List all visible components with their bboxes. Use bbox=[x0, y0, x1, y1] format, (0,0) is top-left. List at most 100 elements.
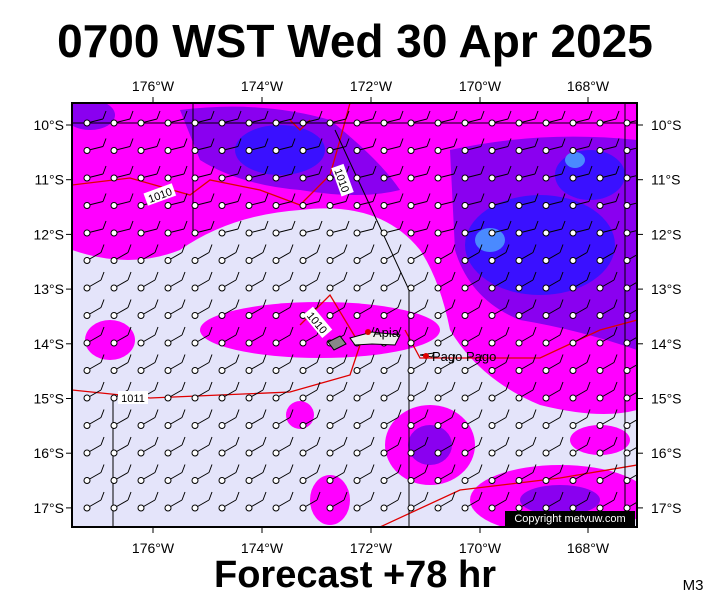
station bbox=[488, 174, 496, 182]
barb-feather bbox=[127, 436, 132, 446]
barb-feather bbox=[235, 381, 240, 391]
barb-feather bbox=[559, 299, 564, 308]
barb-feather bbox=[237, 220, 242, 230]
station bbox=[569, 257, 577, 264]
barb-feather bbox=[235, 409, 240, 418]
station bbox=[407, 119, 415, 127]
barb-feather bbox=[559, 409, 564, 418]
latitude-label: 11°S bbox=[651, 172, 680, 188]
barb-feather bbox=[480, 138, 485, 147]
station bbox=[191, 119, 199, 127]
station bbox=[569, 202, 577, 209]
barb-feather bbox=[100, 354, 105, 363]
station bbox=[164, 449, 172, 457]
barb-feather bbox=[399, 220, 404, 230]
station bbox=[380, 257, 388, 264]
station bbox=[623, 367, 631, 374]
barb-feather bbox=[505, 299, 510, 308]
barb-feather bbox=[615, 138, 620, 147]
barb-feather bbox=[426, 165, 431, 175]
station bbox=[110, 312, 118, 319]
station bbox=[299, 229, 307, 237]
station bbox=[542, 504, 550, 512]
barb-feather bbox=[181, 244, 186, 253]
barb-feather bbox=[343, 409, 348, 418]
barb-feather bbox=[534, 165, 539, 175]
station bbox=[245, 504, 253, 512]
station bbox=[83, 339, 91, 347]
station bbox=[434, 257, 442, 264]
station bbox=[353, 147, 361, 154]
station bbox=[272, 202, 280, 209]
longitude-label: 170°W bbox=[459, 78, 502, 94]
barb-feather bbox=[156, 220, 161, 230]
barb-feather bbox=[451, 354, 456, 363]
station bbox=[326, 284, 334, 292]
station bbox=[191, 422, 199, 429]
barb-feather bbox=[181, 464, 186, 473]
barb-feather bbox=[291, 138, 296, 147]
barb-feather bbox=[426, 220, 431, 230]
barb-feather bbox=[534, 110, 539, 120]
barb-feather bbox=[289, 299, 294, 308]
barb-feather bbox=[262, 244, 267, 253]
station bbox=[353, 422, 361, 429]
place-marker bbox=[365, 329, 371, 335]
barb-feather bbox=[156, 165, 161, 175]
station bbox=[191, 504, 199, 512]
station bbox=[299, 477, 307, 484]
station bbox=[326, 174, 334, 182]
station bbox=[326, 422, 334, 429]
station bbox=[461, 257, 469, 264]
barb-feather bbox=[613, 271, 618, 281]
barb-feather bbox=[289, 271, 294, 281]
station bbox=[110, 367, 118, 374]
station bbox=[137, 312, 145, 319]
barb-feather bbox=[100, 326, 105, 336]
station bbox=[191, 257, 199, 264]
station bbox=[191, 202, 199, 209]
station bbox=[272, 449, 280, 457]
barb-feather bbox=[559, 491, 564, 501]
station bbox=[515, 422, 523, 429]
station bbox=[110, 174, 118, 182]
barb-feather bbox=[237, 138, 242, 147]
station bbox=[83, 202, 91, 209]
barb-feather bbox=[613, 244, 618, 253]
station bbox=[461, 449, 469, 457]
barb-feather bbox=[181, 299, 186, 308]
barb-feather bbox=[181, 491, 186, 501]
barb-feather bbox=[426, 193, 431, 202]
station bbox=[515, 477, 523, 484]
station bbox=[434, 174, 442, 182]
latitude-label: 13°S bbox=[651, 281, 682, 297]
latitude-label: 10°S bbox=[651, 117, 682, 133]
station bbox=[353, 367, 361, 374]
barb-feather bbox=[561, 138, 566, 147]
barb-feather bbox=[289, 326, 294, 336]
place-label: Pago Pago bbox=[432, 349, 496, 364]
barb-feather bbox=[235, 271, 240, 281]
station bbox=[218, 477, 226, 484]
barb-feather bbox=[505, 244, 510, 253]
longitude-label: 168°W bbox=[567, 540, 610, 556]
station bbox=[542, 284, 550, 292]
barb-feather bbox=[505, 409, 510, 418]
model-label: M3 bbox=[683, 577, 704, 594]
barb-feather bbox=[588, 220, 593, 230]
station bbox=[542, 312, 550, 319]
station bbox=[380, 174, 388, 182]
barb-feather bbox=[643, 221, 646, 229]
station bbox=[407, 147, 415, 154]
station bbox=[353, 449, 361, 457]
station bbox=[83, 312, 91, 319]
station bbox=[515, 202, 523, 209]
station bbox=[164, 504, 172, 512]
station bbox=[596, 422, 604, 429]
barb-feather bbox=[235, 326, 240, 336]
station bbox=[137, 119, 145, 127]
station bbox=[380, 367, 388, 374]
station bbox=[623, 504, 631, 512]
barb-feather bbox=[264, 138, 269, 147]
